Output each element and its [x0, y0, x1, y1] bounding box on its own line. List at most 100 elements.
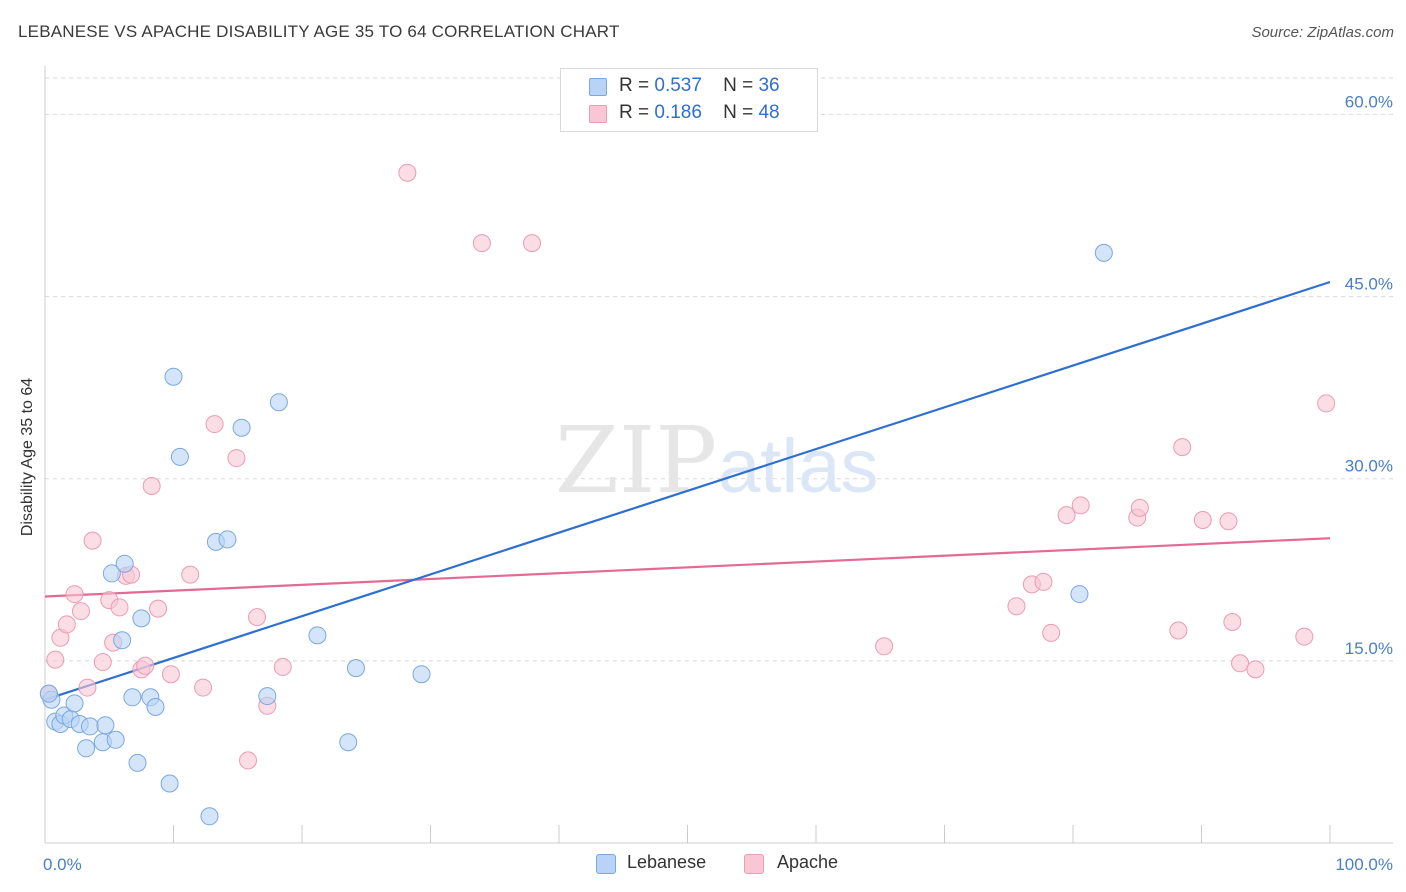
lebanese-point	[77, 739, 96, 758]
apache-point	[142, 477, 161, 495]
apache-point	[110, 598, 129, 617]
stats-text-apache: R = 0.186 N = 48	[619, 102, 780, 124]
lebanese-point	[123, 688, 142, 707]
apache-point	[93, 653, 112, 672]
apache-point	[1057, 506, 1076, 525]
lebanese-point	[102, 564, 121, 583]
apache-point	[78, 678, 97, 697]
lebanese-point	[346, 659, 365, 678]
apache-point	[83, 531, 102, 550]
lebanese-point	[132, 609, 151, 628]
apache-point	[1173, 438, 1192, 457]
legend-label-apache: Apache	[777, 852, 839, 872]
lebanese-point	[308, 626, 327, 645]
apache-point	[1193, 511, 1212, 529]
chart-title: LEBANESE VS APACHE DISABILITY AGE 35 TO …	[18, 22, 620, 41]
grid-lines	[45, 77, 1393, 662]
watermark-zip: ZIP	[555, 407, 717, 514]
apache-point	[1042, 623, 1061, 642]
n-value: 48	[758, 102, 780, 123]
apache-point	[398, 163, 417, 182]
source-label: Source: ZipAtlas.com	[1251, 24, 1394, 41]
lebanese-point	[1094, 243, 1113, 262]
apache-point	[472, 234, 491, 253]
n-label: N =	[723, 102, 754, 123]
apache-swatch	[589, 105, 607, 123]
apache-point	[136, 656, 155, 675]
stats-legend: R = 0.537 N = 36 R = 0.186 N = 48	[560, 68, 818, 132]
apache-point	[1219, 512, 1238, 531]
y-tick-label: 30.0%	[1345, 457, 1393, 476]
r-value: 0.537	[654, 75, 702, 96]
r-label: R =	[619, 75, 650, 96]
n-value: 36	[758, 75, 780, 96]
apache-point	[523, 234, 542, 253]
lebanese-point	[412, 665, 431, 684]
lebanese-point	[200, 807, 219, 826]
apache-point	[273, 657, 292, 676]
apache-point	[1071, 496, 1090, 515]
apache-point	[227, 449, 246, 468]
apache-point	[181, 565, 200, 584]
x-tick-label: 100.0%	[1335, 855, 1393, 874]
apache-point	[1007, 597, 1026, 616]
lebanese-point	[65, 694, 84, 713]
lebanese-swatch	[589, 78, 607, 96]
apache-point	[161, 665, 180, 684]
n-label: N =	[723, 75, 754, 96]
x-tick-label: 0.0%	[43, 855, 82, 874]
lebanese-point	[218, 530, 237, 549]
watermark: ZIP atlas	[555, 407, 879, 514]
tick-labels: 15.0% 30.0% 45.0% 60.0% 0.0% 100.0%	[43, 92, 1393, 874]
r-label: R =	[619, 102, 650, 123]
y-tick-label: 15.0%	[1345, 639, 1393, 658]
apache-point	[1246, 660, 1265, 679]
lebanese-point	[39, 684, 58, 703]
apache-point	[1231, 654, 1250, 673]
apache-point	[57, 615, 76, 634]
lebanese-point	[80, 717, 99, 736]
apache-point	[1169, 621, 1188, 640]
lebanese-point	[96, 716, 115, 735]
y-tick-label: 45.0%	[1345, 275, 1393, 294]
lebanese-point	[258, 687, 277, 706]
apache-point	[1295, 627, 1314, 646]
stats-text-lebanese: R = 0.537 N = 36	[619, 75, 780, 97]
lebanese-point	[339, 733, 358, 752]
apache-point	[248, 608, 267, 627]
r-value: 0.186	[654, 102, 702, 123]
lebanese-point	[164, 367, 183, 386]
lebanese-legend-swatch	[596, 854, 616, 874]
apache-point	[71, 602, 90, 621]
apache-point	[1034, 572, 1053, 591]
apache-point	[1223, 613, 1242, 631]
lebanese-point	[113, 631, 132, 650]
legend-label-lebanese: Lebanese	[627, 852, 707, 872]
apache-point	[65, 585, 84, 604]
apache-point	[1317, 394, 1336, 413]
lebanese-point	[106, 730, 125, 749]
apache-legend-swatch	[744, 854, 764, 874]
apache-point	[149, 599, 168, 618]
lebanese-point	[232, 418, 251, 437]
y-tick-label: 60.0%	[1345, 92, 1393, 111]
apache-point	[1130, 498, 1149, 517]
lebanese-point	[115, 554, 134, 573]
lebanese-point	[269, 393, 288, 412]
lebanese-point	[170, 447, 189, 466]
apache-point	[239, 751, 258, 770]
apache-trend-line	[44, 537, 1331, 598]
lebanese-point	[160, 774, 179, 793]
trend-lines	[44, 280, 1331, 701]
lebanese-point	[146, 698, 165, 716]
data-points	[39, 163, 1336, 826]
apache-point	[875, 637, 894, 656]
lebanese-point	[128, 753, 147, 772]
axes	[44, 66, 1393, 844]
apache-point	[194, 678, 213, 697]
lebanese-trend-line	[44, 280, 1331, 701]
lebanese-point	[1070, 585, 1089, 604]
apache-point	[46, 650, 65, 669]
apache-point	[205, 415, 224, 434]
